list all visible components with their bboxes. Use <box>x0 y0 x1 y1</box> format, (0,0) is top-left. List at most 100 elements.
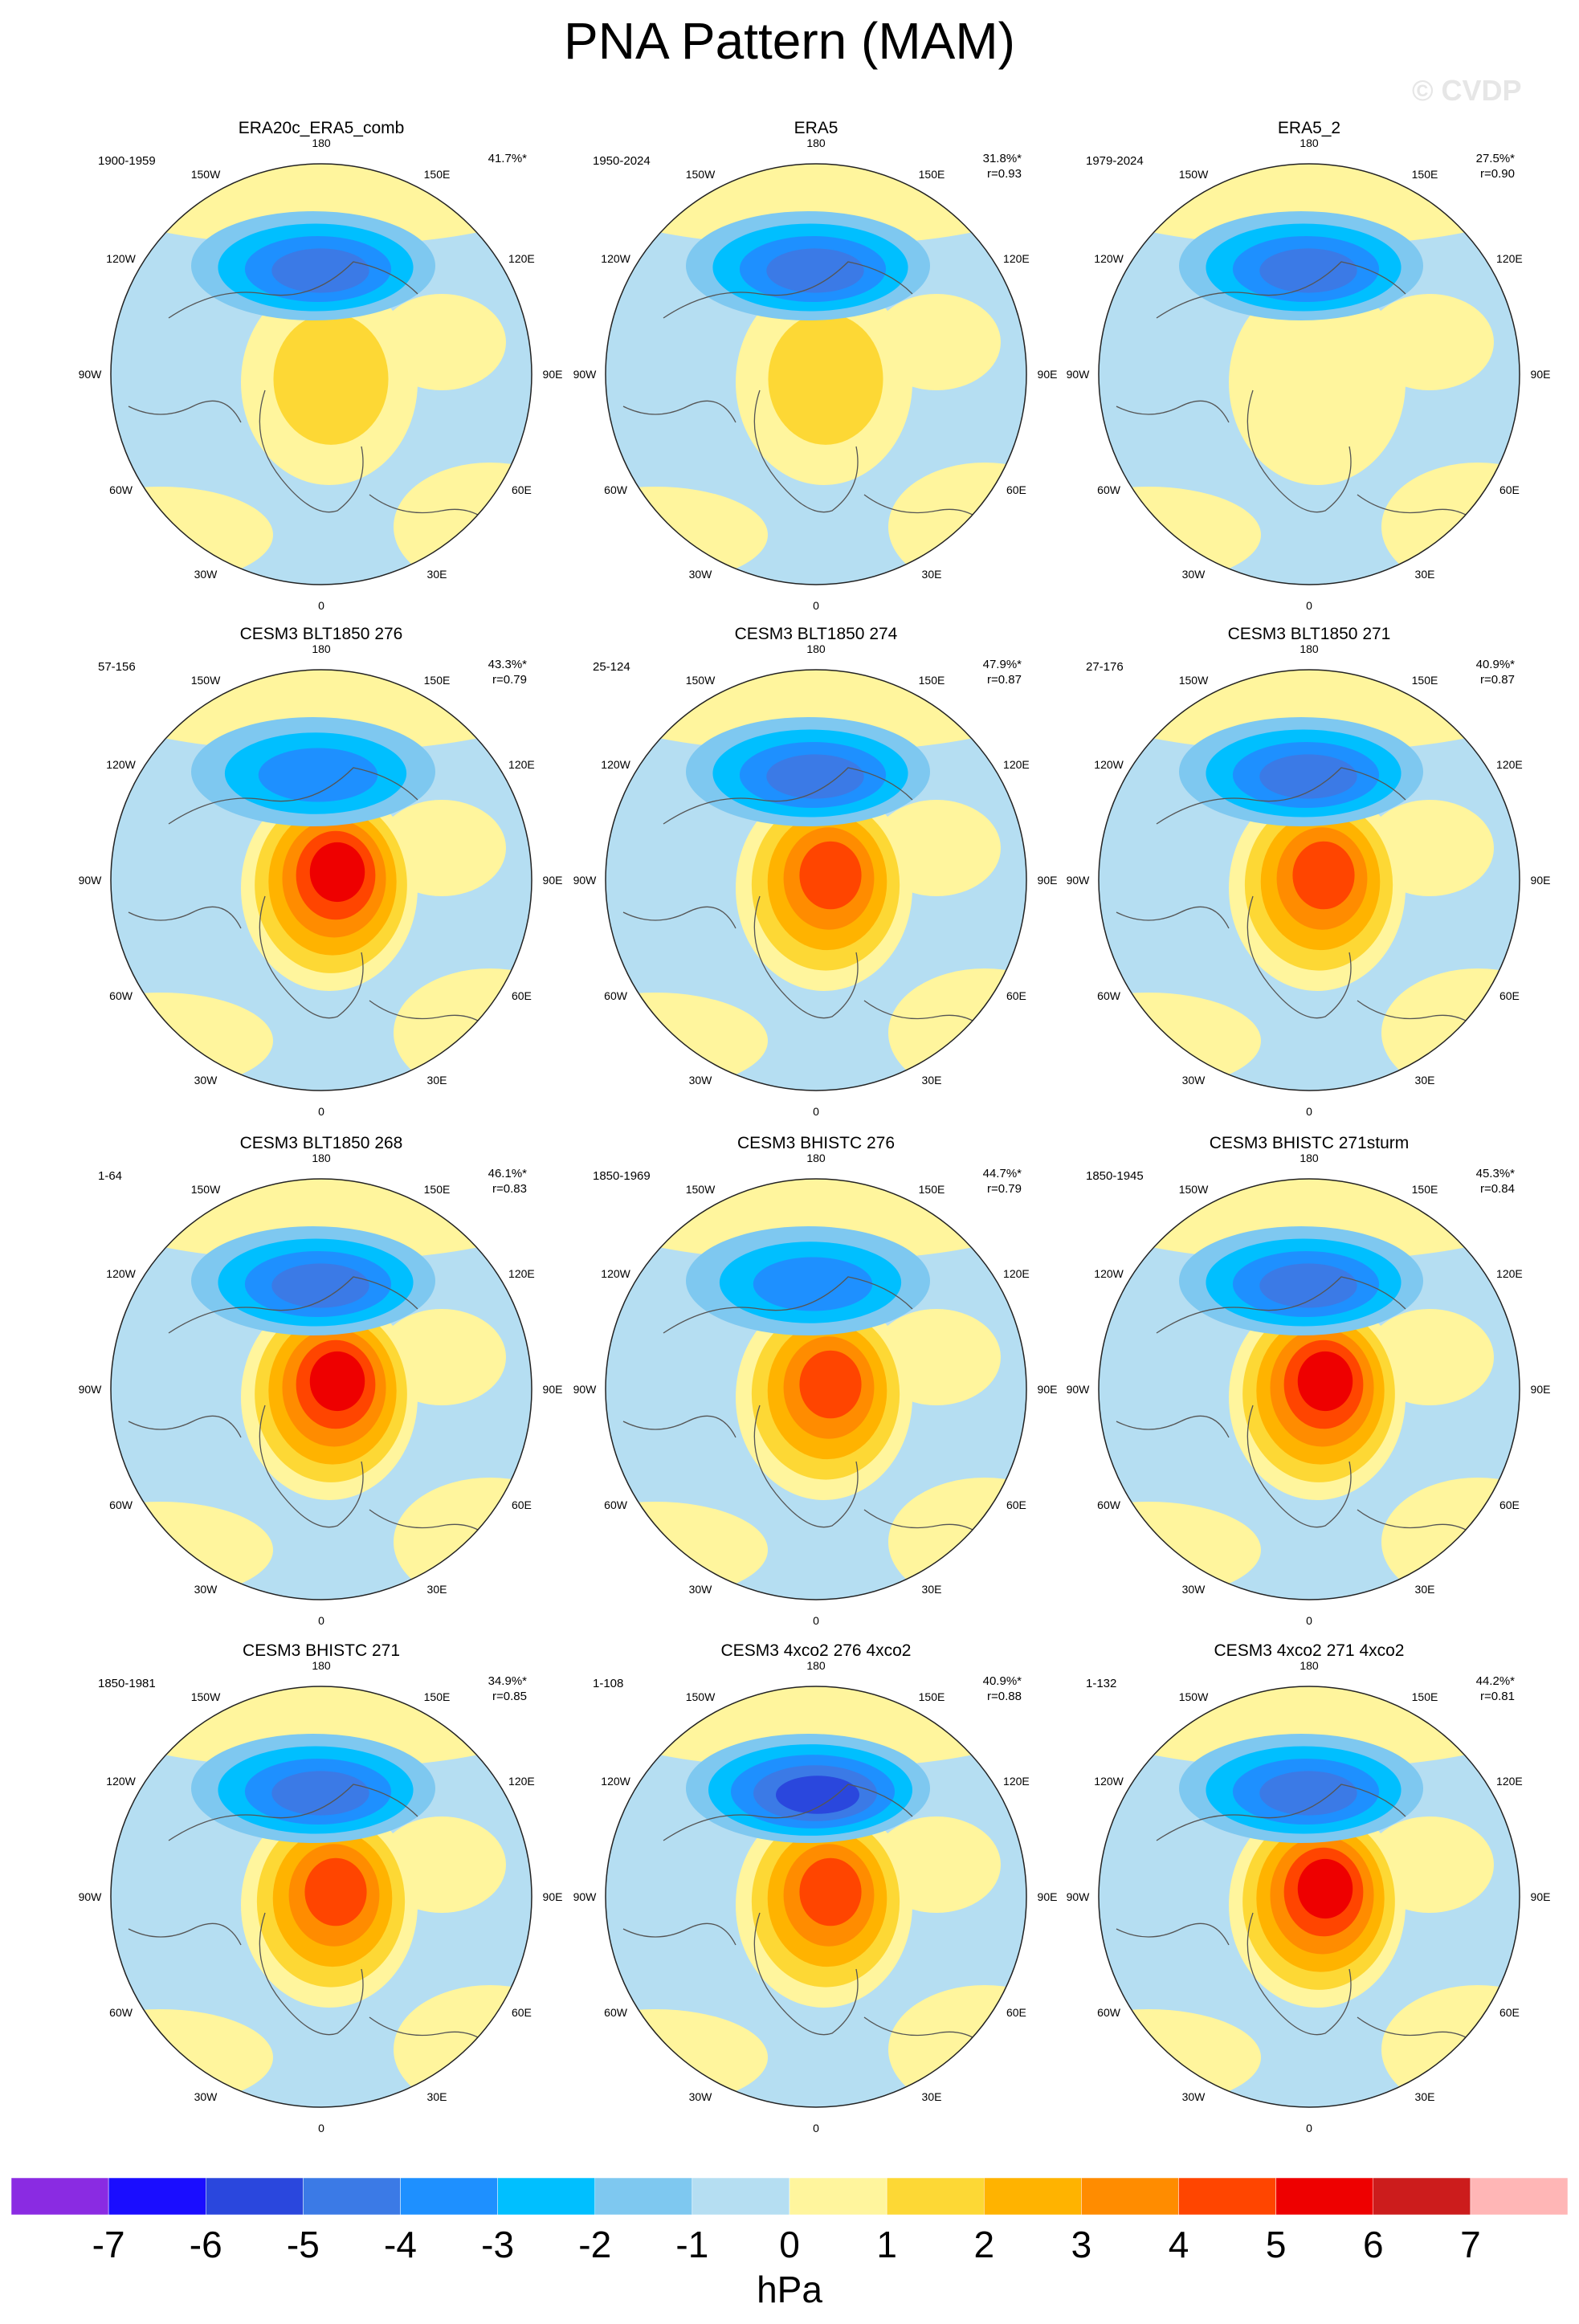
longitude-label: 0 <box>813 1105 819 1118</box>
longitude-label: 120E <box>508 758 535 771</box>
colorbar-unit: hPa <box>757 2269 822 2310</box>
figure-title: PNA Pattern (MAM) <box>564 12 1015 70</box>
longitude-label: 30W <box>1181 1583 1206 1596</box>
negative-contour <box>766 754 864 799</box>
longitude-label: 180 <box>1300 1659 1319 1672</box>
positive-contour <box>309 1351 365 1412</box>
colorbar-tick-label: 1 <box>876 2224 897 2265</box>
longitude-label: 120E <box>508 1775 535 1788</box>
negative-contour <box>258 748 378 802</box>
polar-stereographic-map <box>110 669 532 1091</box>
colorbar-tick-label: 0 <box>779 2224 800 2265</box>
longitude-label: 180 <box>806 137 826 149</box>
longitude-label: 150E <box>918 1182 945 1196</box>
colorbar-swatch <box>1275 2178 1373 2216</box>
longitude-label: 150W <box>190 1690 221 1703</box>
longitude-label: 150E <box>423 1690 451 1703</box>
longitude-label: 180 <box>312 1152 331 1164</box>
longitude-label: 120W <box>106 1267 136 1280</box>
coastline <box>622 1276 1002 1559</box>
map-boundary <box>110 163 532 585</box>
map-boundary <box>1098 1686 1520 2108</box>
pattern-correlation: r=0.88 <box>987 1690 1022 1703</box>
negative-contour <box>271 1771 369 1816</box>
longitude-label: 90W <box>1066 368 1090 381</box>
longitude-label: 30E <box>1414 568 1435 581</box>
longitude-label: 60E <box>511 1498 532 1511</box>
longitude-label: 60E <box>1006 989 1026 1002</box>
explained-variance: 44.2%* <box>1475 1674 1515 1688</box>
polar-stereographic-map <box>110 163 532 585</box>
colorbar-swatch <box>400 2178 498 2216</box>
longitude-label: 180 <box>312 1659 331 1672</box>
pattern-correlation: r=0.87 <box>987 673 1022 687</box>
colorbar-tick-label: -3 <box>481 2224 515 2265</box>
longitude-label: 120W <box>106 1775 136 1788</box>
explained-variance: 40.9%* <box>982 1674 1022 1688</box>
colorbar-tick-label: 6 <box>1362 2224 1384 2265</box>
panel-title: CESM3 BLT1850 274 <box>734 625 898 643</box>
colorbar-swatch <box>594 2178 693 2216</box>
map-panel: CESM3 BHISTC 271 1850-1981 34.9%* r=0.85 180… <box>72 1641 570 2139</box>
colorbar-tick-label: 3 <box>1071 2224 1092 2265</box>
panel-period: 1900-1959 <box>98 154 156 168</box>
panel-period: 27-176 <box>1086 660 1124 674</box>
panel-stats: 43.3%* r=0.79 <box>447 657 527 687</box>
positive-anomaly-region <box>1099 1686 1520 1768</box>
explained-variance: 44.7%* <box>982 1167 1022 1180</box>
longitude-label: 60E <box>1499 989 1520 1002</box>
pattern-correlation: r=0.93 <box>987 167 1022 181</box>
longitude-label: 90E <box>1530 1383 1551 1396</box>
longitude-label: 30W <box>1181 2090 1206 2104</box>
longitude-label: 150E <box>918 673 945 687</box>
longitude-label: 60W <box>109 989 133 1002</box>
longitude-label: 120W <box>1094 1267 1124 1280</box>
pattern-correlation: r=0.81 <box>1480 1690 1515 1703</box>
map-panel: CESM3 BLT1850 268 1-64 46.1%* r=0.83 180 150E… <box>72 1134 570 1632</box>
longitude-label: 180 <box>806 642 826 655</box>
pattern-correlation: r=0.85 <box>492 1690 527 1703</box>
longitude-label: 120W <box>1094 758 1124 771</box>
map-boundary <box>110 1686 532 2108</box>
positive-contour <box>799 1857 862 1926</box>
panel-period: 1979-2024 <box>1086 154 1144 168</box>
polar-stereographic-map <box>110 1686 532 2108</box>
longitude-label: 120W <box>601 1775 630 1788</box>
longitude-label: 0 <box>1306 599 1312 612</box>
explained-variance: 45.3%* <box>1475 1167 1515 1180</box>
panel-stats: 34.9%* r=0.85 <box>447 1674 527 1704</box>
positive-anomaly-region <box>1099 164 1520 246</box>
longitude-label: 0 <box>318 599 324 612</box>
pattern-correlation: r=0.79 <box>492 673 527 687</box>
longitude-label: 60E <box>1499 483 1520 496</box>
map-panel: ERA20c_ERA5_comb 1900-1959 41.7%* 180 150E 12… <box>72 119 570 617</box>
positive-anomaly-region <box>111 670 532 752</box>
longitude-label: 120E <box>1003 758 1030 771</box>
longitude-label: 120E <box>1003 1775 1030 1788</box>
polar-stereographic-map <box>1098 163 1520 585</box>
coastline <box>1116 767 1495 1050</box>
longitude-label: 90E <box>542 368 563 381</box>
longitude-label: 90W <box>573 1383 597 1396</box>
longitude-label: 120E <box>1003 1267 1030 1280</box>
longitude-label: 90W <box>1066 1890 1090 1903</box>
coastline <box>1116 1784 1495 2066</box>
longitude-label: 0 <box>1306 2122 1312 2134</box>
panel-stats: 40.9%* r=0.87 <box>1434 657 1515 687</box>
longitude-label: 30W <box>688 2090 712 2104</box>
colorbar-tick-label: 4 <box>1168 2224 1189 2265</box>
longitude-label: 90E <box>1037 874 1058 887</box>
longitude-label: 30E <box>1414 2090 1435 2104</box>
longitude-label: 30W <box>194 1074 218 1087</box>
colorbar-tick-label: 5 <box>1265 2224 1287 2265</box>
longitude-label: 150W <box>685 167 716 181</box>
longitude-label: 180 <box>1300 137 1319 149</box>
longitude-label: 90E <box>1037 368 1058 381</box>
longitude-label: 30E <box>426 1583 447 1596</box>
longitude-label: 90W <box>78 1890 102 1903</box>
longitude-label: 60W <box>1097 989 1120 1002</box>
polar-stereographic-map <box>1098 669 1520 1091</box>
map-panel: CESM3 4xco2 276 4xco2 1-108 40.9%* r=0.88 18… <box>567 1641 1065 2139</box>
coastline <box>1116 1276 1495 1559</box>
longitude-label: 0 <box>318 1614 324 1627</box>
